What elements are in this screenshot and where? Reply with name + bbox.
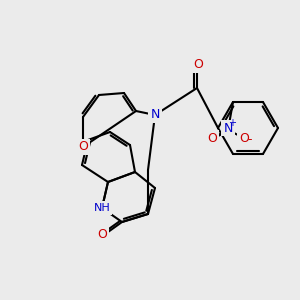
- Text: -: -: [248, 134, 252, 146]
- Text: N: N: [223, 122, 233, 134]
- Text: O: O: [207, 131, 217, 145]
- Text: O: O: [239, 131, 249, 145]
- Text: NH: NH: [94, 203, 110, 213]
- Text: O: O: [97, 229, 107, 242]
- Text: O: O: [78, 140, 88, 154]
- Text: N: N: [150, 109, 160, 122]
- Text: O: O: [193, 58, 203, 71]
- Text: +: +: [228, 118, 236, 128]
